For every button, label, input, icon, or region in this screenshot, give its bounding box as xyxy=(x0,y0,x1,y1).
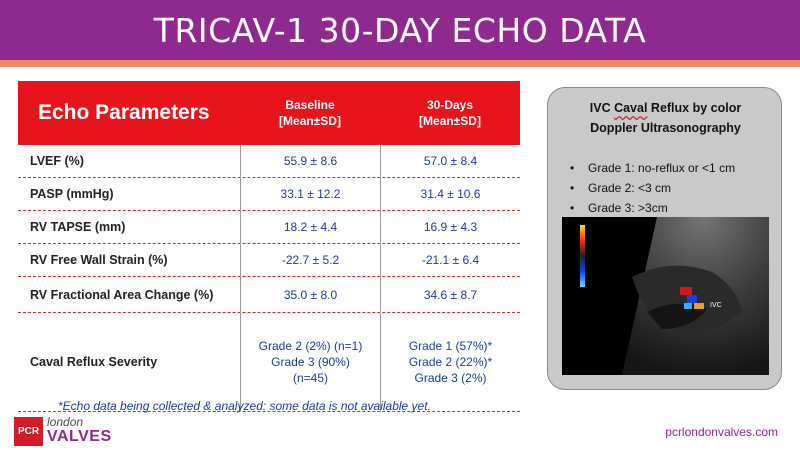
echo-table: Echo Parameters Baseline [Mean±SD] 30-Da… xyxy=(18,81,520,412)
baseline-value: Grade 2 (2%) (n=1) Grade 3 (90%) (n=45) xyxy=(240,313,380,411)
value-line: Grade 2 (2%) (n=1) xyxy=(258,339,363,353)
header-baseline: Baseline [Mean±SD] xyxy=(240,97,380,129)
header-30-days-line1: 30-Days xyxy=(426,98,474,112)
header-30-days: 30-Days [Mean±SD] xyxy=(380,97,520,129)
header-baseline-line2: [Mean±SD] xyxy=(279,114,341,128)
ultrasound-image: IVC xyxy=(562,217,769,375)
header-30-days-line2: [Mean±SD] xyxy=(419,114,481,128)
table-header: Echo Parameters Baseline [Mean±SD] 30-Da… xyxy=(18,81,520,145)
row-label: LVEF (%) xyxy=(30,154,84,168)
value-line: Grade 3 (2%) xyxy=(414,371,487,385)
row-label: PASP (mmHg) xyxy=(30,187,114,201)
logo-london: london xyxy=(47,415,84,429)
baseline-value: -22.7 ± 5.2 xyxy=(240,244,380,276)
pcr-london-valves-logo: PCR london VALVES xyxy=(14,414,124,446)
row-label: RV TAPSE (mm) xyxy=(30,220,126,234)
value-line: 33.1 ± 12.2 xyxy=(280,187,341,201)
value-line: 31.4 ± 10.6 xyxy=(420,187,481,201)
baseline-value: 18.2 ± 4.4 xyxy=(240,211,380,243)
value-line: Grade 1 (57%)* xyxy=(408,339,493,353)
footnote: *Echo data being collected & analyzed: s… xyxy=(58,399,431,413)
ivc-title-line2: Doppler Ultrasonography xyxy=(590,121,741,135)
thirty-day-value: 57.0 ± 8.4 xyxy=(380,145,520,177)
title-bar: TRICAV-1 30-DAY ECHO DATA xyxy=(0,0,800,60)
header-echo-parameters: Echo Parameters xyxy=(38,101,210,124)
website-url[interactable]: pcrlondonvalves.com xyxy=(665,425,778,439)
value-line: 16.9 ± 4.3 xyxy=(423,220,478,234)
ivc-title-caval: Caval xyxy=(614,101,648,115)
baseline-value: 35.0 ± 8.0 xyxy=(240,277,380,312)
list-item: • Grade 2: <3 cm xyxy=(570,181,672,195)
value-line: 35.0 ± 8.0 xyxy=(283,287,338,302)
row-label: RV Free Wall Strain (%) xyxy=(30,253,168,267)
ultrasound-ivc-label: IVC xyxy=(710,302,722,309)
value-line: -21.1 ± 6.4 xyxy=(421,253,480,267)
baseline-value: 55.9 ± 8.6 xyxy=(240,145,380,177)
logo-valves: VALVES xyxy=(47,428,112,445)
baseline-value: 33.1 ± 12.2 xyxy=(240,178,380,210)
list-item: • Grade 1: no-reflux or <1 cm xyxy=(570,161,736,175)
table-body: LVEF (%) 55.9 ± 8.6 57.0 ± 8.4 PASP (mmHg) 3… xyxy=(18,145,520,412)
value-line: Grade 3 (90%) xyxy=(271,355,350,369)
ivc-title-pre: IVC xyxy=(589,101,615,115)
value-line: -22.7 ± 5.2 xyxy=(281,253,340,267)
thirty-day-value: 34.6 ± 8.7 xyxy=(380,277,520,312)
row-label: Caval Reflux Severity xyxy=(30,355,158,369)
value-line: (n=45) xyxy=(292,371,329,385)
accent-line xyxy=(0,60,800,67)
ivc-panel-title: IVC Caval Reflux by color Doppler Ultras… xyxy=(548,98,781,138)
list-item: • Grade 3: >3cm xyxy=(570,201,668,215)
thirty-day-value: 31.4 ± 10.6 xyxy=(380,178,520,210)
thirty-day-value: -21.1 ± 6.4 xyxy=(380,244,520,276)
slide-title: TRICAV-1 30-DAY ECHO DATA xyxy=(153,10,647,50)
ivc-panel: IVC Caval Reflux by color Doppler Ultras… xyxy=(547,87,782,390)
logo-mark: PCR xyxy=(14,417,43,446)
value-line: Grade 2 (22%)* xyxy=(408,355,493,369)
value-line: 57.0 ± 8.4 xyxy=(423,154,478,168)
table-row: RV Fractional Area Change (%) 35.0 ± 8.0 3… xyxy=(18,277,520,313)
value-line: 34.6 ± 8.7 xyxy=(423,287,478,302)
row-label: RV Fractional Area Change (%) xyxy=(30,287,214,302)
thirty-day-value: Grade 1 (57%)* Grade 2 (22%)* Grade 3 (2%) xyxy=(380,313,520,411)
header-baseline-line1: Baseline xyxy=(285,98,335,112)
table-row: LVEF (%) 55.9 ± 8.6 57.0 ± 8.4 xyxy=(18,145,520,178)
table-row: RV TAPSE (mm) 18.2 ± 4.4 16.9 ± 4.3 xyxy=(18,211,520,244)
table-row: Caval Reflux Severity Grade 2 (2%) (n=1) G… xyxy=(18,313,520,412)
thirty-day-value: 16.9 ± 4.3 xyxy=(380,211,520,243)
ivc-grade-list: • Grade 1: no-reflux or <1 cm • Grade 2: <… xyxy=(570,158,735,218)
value-line: 55.9 ± 8.6 xyxy=(283,154,338,168)
value-line: 18.2 ± 4.4 xyxy=(283,220,338,234)
table-row: RV Free Wall Strain (%) -22.7 ± 5.2 -21.1 … xyxy=(18,244,520,277)
table-row: PASP (mmHg) 33.1 ± 12.2 31.4 ± 10.6 xyxy=(18,178,520,211)
ivc-title-post: Reflux by color xyxy=(647,101,742,115)
